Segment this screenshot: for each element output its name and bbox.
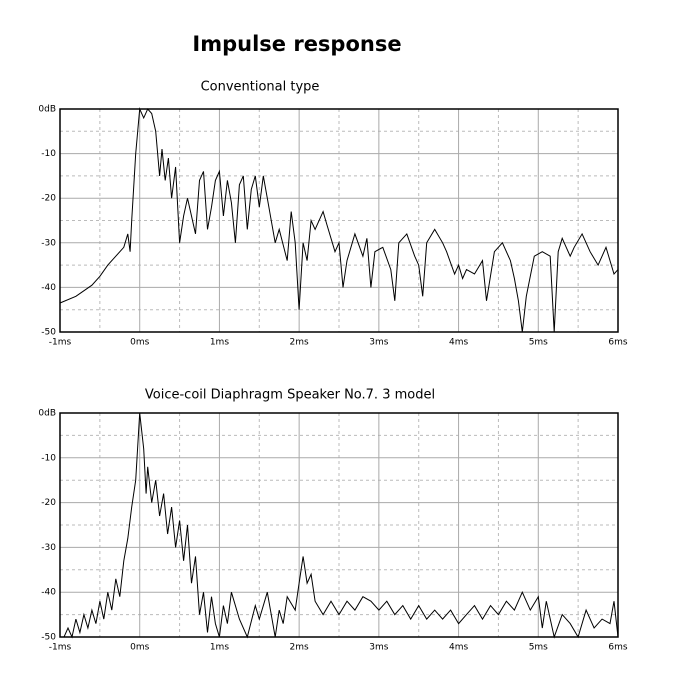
x-tick-label: 0ms [130, 643, 149, 653]
figure-title: Impulse response [192, 32, 401, 56]
y-tick-label: -40 [41, 588, 56, 598]
y-tick-label: -10 [41, 453, 56, 463]
y-tick-label: -50 [41, 328, 56, 338]
x-tick-label: 0ms [130, 338, 149, 348]
y-tick-label: -10 [41, 149, 56, 159]
data-line [63, 412, 619, 639]
x-tick-label: -1ms [49, 338, 72, 348]
x-tick-label: -1ms [49, 643, 72, 653]
y-tick-label: -20 [41, 194, 56, 204]
x-tick-label: 6ms [608, 338, 627, 348]
x-tick-label: 1ms [210, 338, 229, 348]
data-line [59, 107, 619, 333]
chart-title: Conventional type [201, 80, 320, 95]
x-tick-label: 3ms [369, 643, 388, 653]
y-tick-label: -20 [41, 498, 56, 508]
x-tick-label: 6ms [608, 643, 627, 653]
x-tick-label: 2ms [290, 643, 309, 653]
x-tick-label: 4ms [449, 643, 468, 653]
x-tick-label: 1ms [210, 643, 229, 653]
y-tick-label: -30 [41, 238, 56, 248]
y-tick-label: 0dB [38, 105, 56, 115]
x-tick-label: 5ms [529, 643, 548, 653]
x-tick-label: 2ms [290, 338, 309, 348]
chart-title: Voice-coil Diaphragm Speaker No.7. 3 mod… [145, 388, 435, 403]
x-tick-label: 5ms [529, 338, 548, 348]
y-tick-label: -40 [41, 283, 56, 293]
y-tick-label: -30 [41, 543, 56, 553]
y-tick-label: -50 [41, 633, 56, 643]
x-tick-label: 4ms [449, 338, 468, 348]
x-tick-label: 3ms [369, 338, 388, 348]
plot-frame [59, 412, 619, 638]
y-tick-label: 0dB [38, 409, 56, 419]
plot-frame [59, 108, 619, 333]
